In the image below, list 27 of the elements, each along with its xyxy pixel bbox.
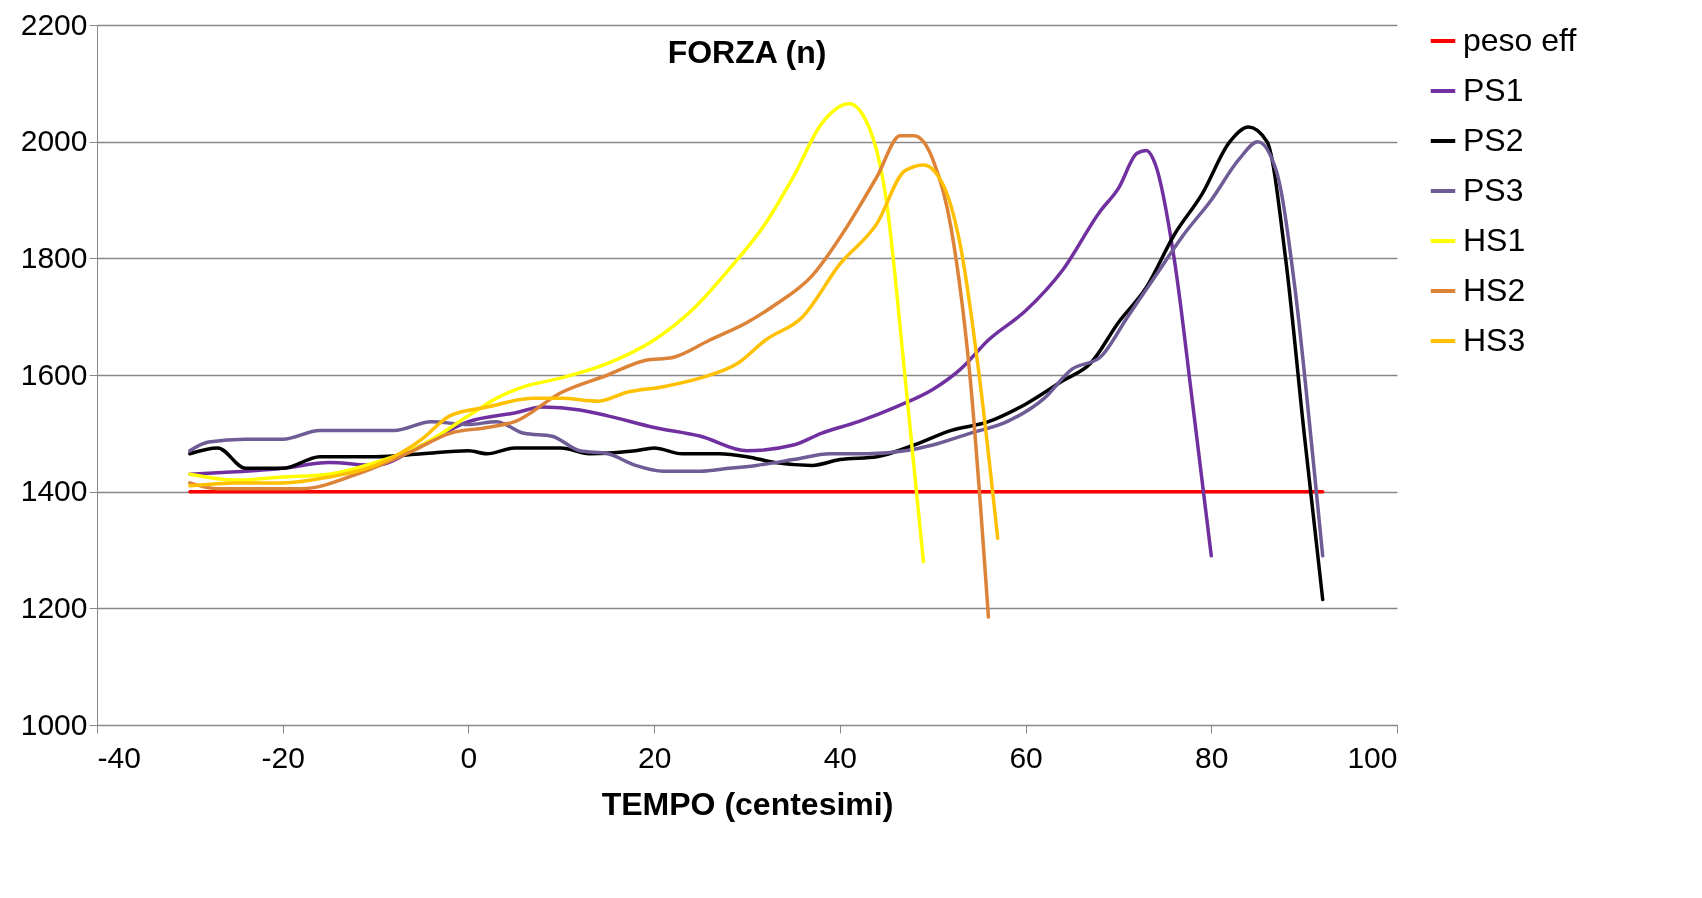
x-tick-label: 100 bbox=[1347, 740, 1398, 774]
y-tick-label: 2200 bbox=[20, 7, 88, 41]
legend-label: HS2 bbox=[1463, 272, 1526, 308]
x-tick-label: -20 bbox=[261, 740, 305, 774]
y-tick-label: 1400 bbox=[20, 474, 88, 508]
chart-title: FORZA (n) bbox=[667, 34, 827, 70]
line-series bbox=[188, 163, 1000, 541]
y-tick-label: 1200 bbox=[20, 590, 88, 624]
legend-label: PS2 bbox=[1463, 122, 1524, 158]
legend-label: PS1 bbox=[1463, 72, 1524, 108]
line-series bbox=[188, 102, 926, 564]
legend-label: HS3 bbox=[1463, 322, 1526, 358]
legend-label: PS3 bbox=[1463, 172, 1524, 208]
x-tick-label: 40 bbox=[823, 740, 858, 774]
y-tick-label: 1600 bbox=[20, 357, 88, 391]
legend-label: peso eff bbox=[1463, 22, 1577, 58]
x-tick-label: 20 bbox=[637, 740, 672, 774]
line-series bbox=[188, 134, 991, 619]
y-tick-label: 1000 bbox=[20, 707, 88, 741]
x-axis-title: TEMPO (centesimi) bbox=[601, 785, 894, 822]
x-tick-label: 60 bbox=[1009, 740, 1043, 774]
y-tick-label: 1800 bbox=[20, 240, 88, 274]
legend-label: HS1 bbox=[1463, 222, 1526, 258]
x-tick-label: 80 bbox=[1195, 740, 1229, 774]
x-tick-label: 0 bbox=[460, 740, 478, 774]
y-tick-label: 2000 bbox=[20, 124, 88, 158]
x-tick-label: -40 bbox=[97, 740, 141, 774]
